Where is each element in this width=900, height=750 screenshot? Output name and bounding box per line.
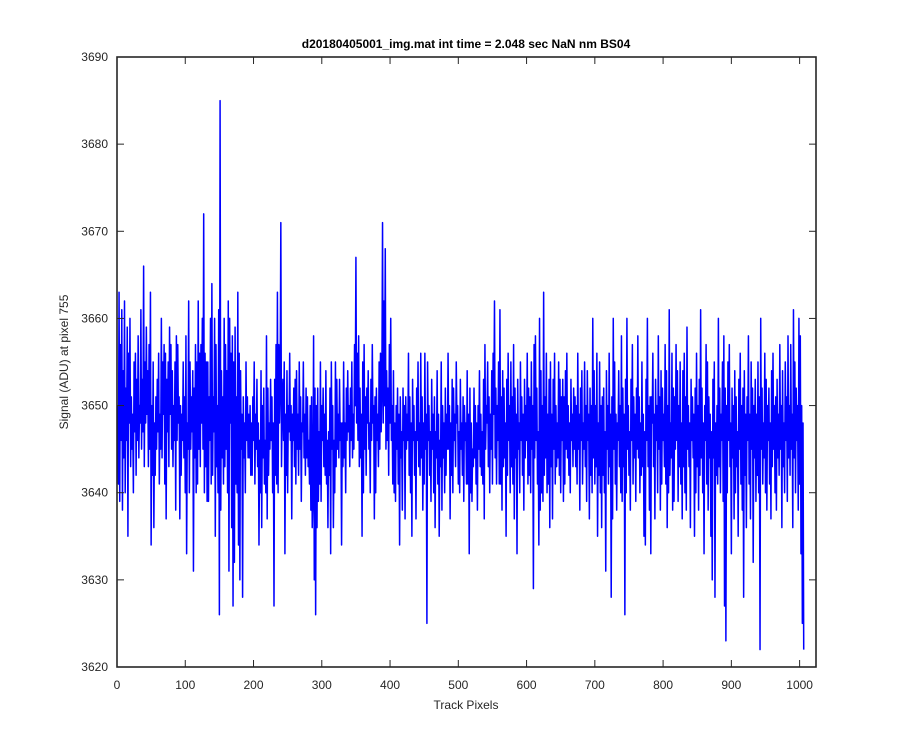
x-tick-label: 800 <box>653 678 673 692</box>
x-tick-label: 1000 <box>786 678 813 692</box>
y-tick-label: 3620 <box>81 660 108 674</box>
x-tick-label: 900 <box>721 678 741 692</box>
x-tick-label: 500 <box>448 678 468 692</box>
y-tick-label: 3690 <box>81 50 108 64</box>
y-tick-label: 3680 <box>81 137 108 151</box>
axes-frame <box>116 56 817 668</box>
y-tick-label: 3660 <box>81 311 108 325</box>
plot-area: 0 100 200 300 400 500 600 700 800 900 1000 3620 3630… <box>81 50 817 692</box>
x-axis-label: Track Pixels <box>434 698 499 712</box>
x-tick-label: 300 <box>312 678 332 692</box>
x-tick-label: 600 <box>517 678 537 692</box>
y-tick-label: 3630 <box>81 573 108 587</box>
y-tick-label: 3640 <box>81 486 108 500</box>
y-tick-label: 3670 <box>81 224 108 238</box>
x-tick-label: 400 <box>380 678 400 692</box>
y-axis-label: Signal (ADU) at pixel 755 <box>57 294 71 429</box>
ticks-layer: 0 100 200 300 400 500 600 700 800 900 1000 3620 3630… <box>81 50 816 692</box>
x-tick-label: 200 <box>244 678 264 692</box>
series-layer <box>116 99 805 651</box>
chart-title: d20180405001_img.mat int time = 2.048 se… <box>302 37 631 51</box>
x-tick-label: 0 <box>114 678 121 692</box>
x-tick-label: 100 <box>175 678 195 692</box>
x-tick-label: 700 <box>585 678 605 692</box>
series-line <box>116 99 805 651</box>
y-tick-label: 3650 <box>81 399 108 413</box>
plot-background <box>117 57 816 667</box>
